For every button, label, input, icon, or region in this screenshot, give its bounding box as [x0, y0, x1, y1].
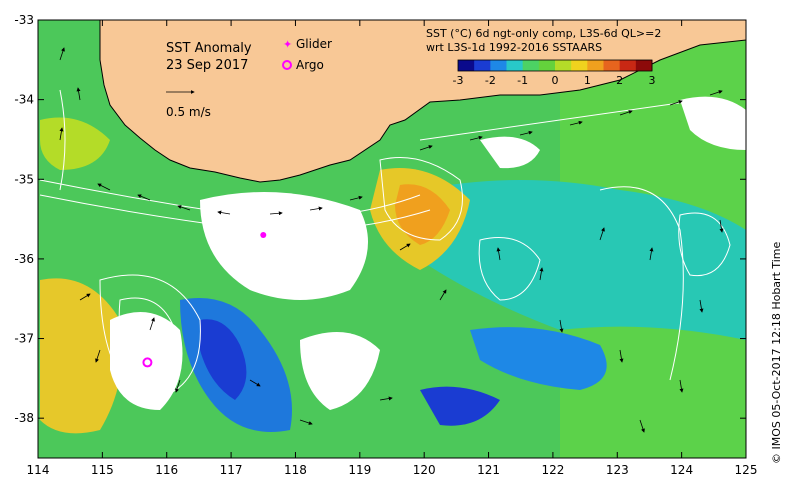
- colorbar-tick-label: 1: [584, 74, 591, 87]
- credit-text: © IMOS 05-Oct-2017 12:18 Hobart Time: [770, 241, 783, 464]
- colorbar-swatch: [458, 60, 475, 71]
- x-axis: 114 115 116 117 118 119 120 121 122 123 124 125: [27, 20, 758, 477]
- glider-marker: [260, 232, 267, 239]
- y-tick-label: -34: [14, 93, 34, 107]
- colorbar-swatch: [619, 60, 637, 71]
- x-tick-label: 124: [670, 463, 693, 477]
- colorbar-swatch: [587, 60, 604, 71]
- y-axis: -33-34-35-36-37-38: [14, 13, 746, 425]
- argo-legend-icon: [282, 60, 292, 70]
- cloud-mask-5: [680, 96, 746, 150]
- x-tick-label: 119: [348, 463, 371, 477]
- colorbar-tick-label: -2: [485, 74, 496, 87]
- argo-legend-label: Argo: [296, 58, 324, 72]
- x-tick-label: 117: [220, 463, 243, 477]
- product-line-1: SST (°C) 6d ngt-only comp, L3S-6d QL>=2: [426, 27, 661, 40]
- velocity-scale: 0.5 m/s: [166, 90, 211, 119]
- x-tick-label: 123: [606, 463, 629, 477]
- colorbar-swatch: [635, 60, 653, 71]
- y-tick-label: -37: [14, 332, 34, 346]
- sst-field: [38, 20, 746, 458]
- map-date: 23 Sep 2017: [166, 58, 248, 73]
- x-tick-label: 121: [477, 463, 500, 477]
- map-title: SST Anomaly: [166, 41, 252, 56]
- product-line-2: wrt L3S-1d 1992-2016 SSTAARS: [426, 41, 602, 54]
- colorbar-tick-label: 0: [552, 74, 559, 87]
- colorbar-swatch: [490, 60, 507, 71]
- x-tick-label: 118: [284, 463, 307, 477]
- colorbar-swatch: [538, 60, 556, 71]
- colorbar-swatch: [506, 60, 524, 71]
- cloud-mask-3: [300, 332, 380, 410]
- x-tick-label: 120: [413, 463, 436, 477]
- colorbar-swatch: [603, 60, 621, 71]
- y-tick-label: -33: [14, 13, 34, 27]
- colorbar: -3 -2 -1 0 1 2 3: [453, 59, 656, 87]
- glider-legend-icon: ✦: [283, 38, 292, 51]
- colorbar-frame: [457, 59, 653, 72]
- anomaly-field-cold-s: [420, 386, 500, 426]
- cloud-mask-1: [200, 192, 368, 300]
- colorbar-swatch: [522, 60, 540, 71]
- colorbar-swatch: [571, 60, 588, 71]
- x-tick-label: 122: [541, 463, 564, 477]
- x-tick-label: 125: [735, 463, 758, 477]
- marker-legend: ✦ Glider Argo: [282, 37, 332, 72]
- glider-legend-label: Glider: [296, 37, 332, 51]
- y-tick-label: -36: [14, 252, 34, 266]
- colorbar-swatch: [555, 60, 572, 71]
- argo-marker: [142, 357, 153, 368]
- velocity-scale-label: 0.5 m/s: [166, 105, 211, 119]
- colorbar-tick-label: -1: [517, 74, 528, 87]
- colorbar-tick-label: 3: [649, 74, 656, 87]
- anomaly-field-cold-sw-core: [200, 319, 247, 400]
- y-tick-label: -35: [14, 172, 34, 186]
- x-tick-label: 114: [27, 463, 50, 477]
- colorbar-tick-label: -3: [453, 74, 464, 87]
- anomaly-field-cold-c: [470, 327, 607, 390]
- colorbar-swatch: [474, 60, 491, 71]
- current-vectors: [59, 47, 724, 433]
- y-tick-label: -38: [14, 411, 34, 425]
- x-tick-label: 116: [155, 463, 178, 477]
- colorbar-tick-label: 2: [616, 74, 623, 87]
- cloud-mask-4: [480, 136, 540, 169]
- plot-frame: [37, 19, 747, 459]
- anomaly-field-warm-nw: [40, 117, 110, 170]
- ssh-contours: [39, 89, 731, 401]
- x-tick-label: 115: [91, 463, 114, 477]
